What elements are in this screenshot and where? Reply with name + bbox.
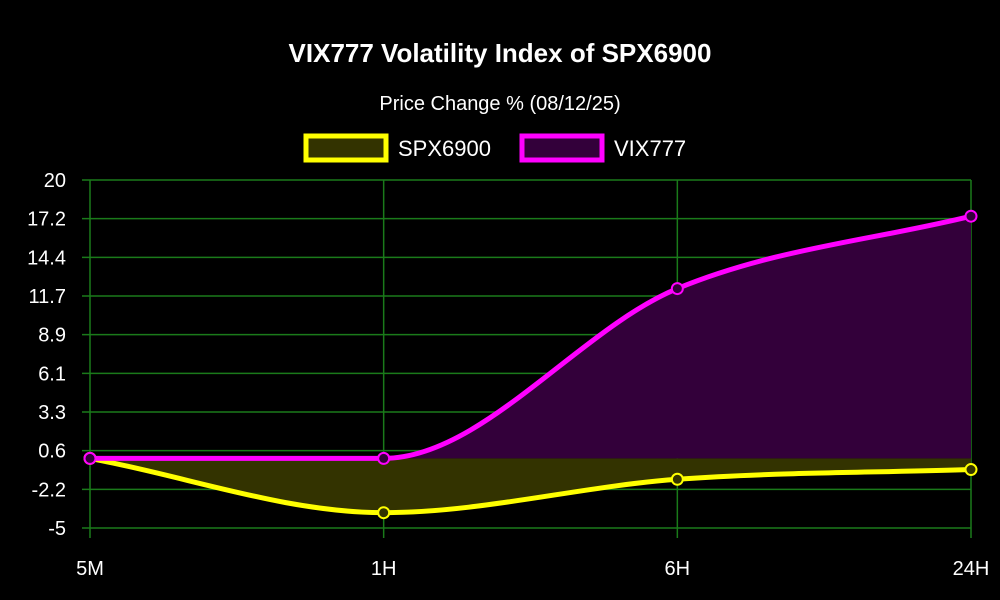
chart-subtitle: Price Change % (08/12/25) bbox=[379, 93, 620, 115]
line-vix777 bbox=[87, 213, 974, 461]
y-tick-label: 17.2 bbox=[27, 209, 66, 231]
y-tick-label: 3.3 bbox=[38, 402, 66, 424]
x-tick-label: 6H bbox=[665, 558, 691, 580]
x-axis-ticks: 5M 1H 6H 24H bbox=[76, 558, 989, 580]
line-spx6900 bbox=[87, 455, 974, 516]
y-tick-label: 20 bbox=[44, 170, 66, 192]
x-tick-label: 24H bbox=[953, 558, 990, 580]
y-tick-label: 14.4 bbox=[27, 247, 66, 269]
x-tick-label: 1H bbox=[371, 558, 397, 580]
y-tick-label: -5 bbox=[48, 518, 66, 540]
y-tick-label: 6.1 bbox=[38, 363, 66, 385]
legend-label-vix777: VIX777 bbox=[614, 136, 686, 161]
area-spx6900 bbox=[90, 458, 971, 513]
point-vix777-1h[interactable] bbox=[377, 451, 391, 465]
point-vix777-6h[interactable] bbox=[670, 282, 684, 296]
point-vix777-5m[interactable] bbox=[83, 451, 97, 465]
y-axis-ticks: -5 -2.2 0.6 3.3 6.1 8.9 11.7 14.4 17.2 20 bbox=[27, 170, 66, 540]
point-spx6900-1h[interactable] bbox=[377, 506, 391, 520]
legend-swatch-spx6900 bbox=[303, 133, 389, 163]
legend-label-spx6900: SPX6900 bbox=[398, 136, 491, 161]
y-tick-label: 8.9 bbox=[38, 325, 66, 347]
point-vix777-24h[interactable] bbox=[964, 209, 978, 223]
chart-title: VIX777 Volatility Index of SPX6900 bbox=[289, 38, 712, 68]
series-lines bbox=[87, 213, 974, 516]
point-spx6900-6h[interactable] bbox=[670, 472, 684, 486]
point-spx6900-24h[interactable] bbox=[964, 463, 978, 477]
data-points bbox=[83, 209, 978, 520]
x-tick-label: 5M bbox=[76, 558, 104, 580]
y-tick-label: -2.2 bbox=[32, 479, 66, 501]
y-tick-label: 0.6 bbox=[38, 441, 66, 463]
legend: SPX6900 VIX777 bbox=[303, 133, 686, 163]
area-fills bbox=[90, 216, 971, 513]
legend-swatch-vix777 bbox=[519, 133, 605, 163]
y-tick-label: 11.7 bbox=[29, 286, 66, 308]
area-vix777 bbox=[90, 216, 971, 459]
